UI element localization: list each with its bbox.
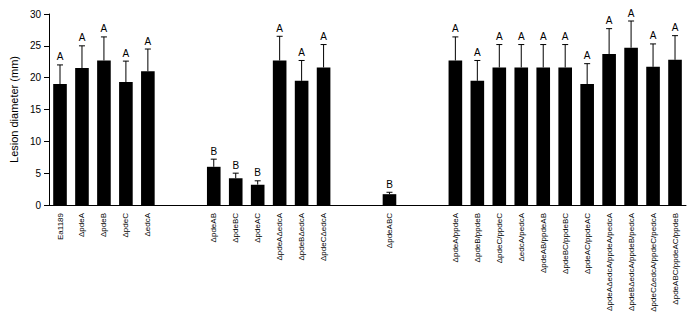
svg-text:A: A xyxy=(145,36,152,47)
svg-text:Ea1189: Ea1189 xyxy=(56,212,65,240)
svg-text:ΔpdeCΔedcA: ΔpdeCΔedcA xyxy=(319,212,328,261)
svg-text:10: 10 xyxy=(30,136,42,147)
svg-text:A: A xyxy=(276,23,283,34)
svg-text:ΔpdeAΔedcA: ΔpdeAΔedcA xyxy=(275,212,284,260)
svg-text:ΔpdeBΔedcA/ppdeB/pedcA: ΔpdeBΔedcA/ppdeB/pedcA xyxy=(627,212,636,311)
svg-text:20: 20 xyxy=(30,72,42,83)
svg-text:B: B xyxy=(254,167,261,178)
svg-text:ΔpdeA/ppdeA: ΔpdeA/ppdeA xyxy=(451,212,460,262)
svg-text:A: A xyxy=(298,47,305,58)
svg-text:ΔpdeAC: ΔpdeAC xyxy=(253,213,262,243)
svg-text:ΔpdeABC/ppdeAC/ppdeB: ΔpdeABC/ppdeAC/ppdeB xyxy=(671,213,680,305)
svg-text:A: A xyxy=(650,30,657,41)
svg-text:ΔpdeCΔedcA/ppdeC/pedcA: ΔpdeCΔedcA/ppdeC/pedcA xyxy=(649,212,658,311)
svg-text:A: A xyxy=(540,31,547,42)
svg-text:B: B xyxy=(210,146,217,157)
svg-text:ΔpdeC/ppdeC: ΔpdeC/ppdeC xyxy=(495,213,504,263)
svg-text:ΔpdeABC: ΔpdeABC xyxy=(385,213,394,248)
svg-text:A: A xyxy=(79,32,86,43)
svg-text:ΔpdeBC/ppdeBC: ΔpdeBC/ppdeBC xyxy=(561,213,570,274)
svg-text:ΔpdeC: ΔpdeC xyxy=(121,213,130,238)
svg-text:ΔpdeB/ppdeB: ΔpdeB/ppdeB xyxy=(473,213,482,262)
svg-text:A: A xyxy=(320,31,327,42)
svg-text:ΔpdeA: ΔpdeA xyxy=(77,212,86,237)
svg-text:A: A xyxy=(496,31,503,42)
svg-text:A: A xyxy=(672,22,679,33)
svg-text:ΔpdeAB: ΔpdeAB xyxy=(209,213,218,242)
svg-text:A: A xyxy=(518,31,525,42)
svg-text:ΔpdeAC/ppdeAC: ΔpdeAC/ppdeAC xyxy=(583,213,592,274)
svg-text:ΔpdeAB/ppdeAB: ΔpdeAB/ppdeAB xyxy=(539,213,548,273)
svg-text:A: A xyxy=(584,50,591,61)
svg-text:A: A xyxy=(628,8,635,19)
svg-text:ΔedcA/pedcA: ΔedcA/pedcA xyxy=(517,212,526,261)
svg-text:A: A xyxy=(474,47,481,58)
svg-text:ΔedcA: ΔedcA xyxy=(143,212,152,236)
svg-text:A: A xyxy=(562,31,569,42)
svg-text:ΔpdeAΔedcA/ppdeA/pedcA: ΔpdeAΔedcA/ppdeA/pedcA xyxy=(605,212,614,311)
svg-text:A: A xyxy=(452,23,459,34)
svg-text:B: B xyxy=(386,179,393,190)
svg-text:0: 0 xyxy=(35,200,41,211)
svg-text:5: 5 xyxy=(35,168,41,179)
svg-text:ΔpdeB: ΔpdeB xyxy=(99,213,108,237)
svg-text:A: A xyxy=(606,15,613,26)
svg-text:ΔpdeBC: ΔpdeBC xyxy=(231,213,240,243)
svg-text:15: 15 xyxy=(30,104,42,115)
svg-text:A: A xyxy=(123,48,130,59)
svg-text:30: 30 xyxy=(30,9,42,20)
svg-text:A: A xyxy=(101,23,108,34)
svg-text:Lesion diameter (mm): Lesion diameter (mm) xyxy=(8,56,20,163)
svg-text:ΔpdeBΔedcA: ΔpdeBΔedcA xyxy=(297,212,306,260)
svg-text:B: B xyxy=(232,160,239,171)
svg-text:A: A xyxy=(57,51,64,62)
svg-text:25: 25 xyxy=(30,40,42,51)
